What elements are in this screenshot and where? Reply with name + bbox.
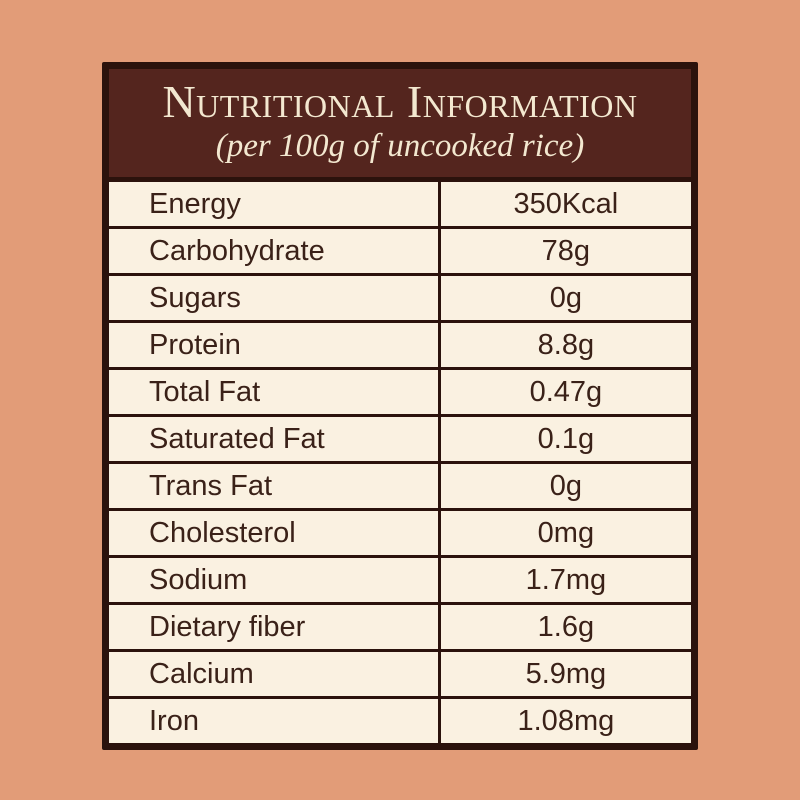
- nutrient-value: 78g: [541, 235, 591, 267]
- table-row: Cholesterol 0mg: [109, 508, 691, 555]
- nutrient-value: 1.08mg: [517, 705, 615, 737]
- nutrient-value: 0g: [549, 470, 582, 502]
- nutrient-label: Iron: [109, 699, 441, 743]
- table-row: Sugars 0g: [109, 273, 691, 320]
- nutrient-label: Carbohydrate: [109, 229, 441, 273]
- nutrition-header: Nutritional Information (per 100g of unc…: [109, 69, 691, 182]
- table-row: Iron 1.08mg: [109, 696, 691, 743]
- page-subtitle: (per 100g of uncooked rice): [215, 128, 585, 164]
- table-row: Carbohydrate 78g: [109, 226, 691, 273]
- nutrient-label: Total Fat: [109, 370, 441, 414]
- table-row: Saturated Fat 0.1g: [109, 414, 691, 461]
- nutrient-label: Dietary fiber: [109, 605, 441, 649]
- nutrient-value: 8.8g: [537, 329, 595, 361]
- nutrient-label: Cholesterol: [109, 511, 441, 555]
- nutrient-label: Sugars: [109, 276, 441, 320]
- nutrient-value: 5.9mg: [525, 658, 607, 690]
- nutrient-label: Energy: [109, 182, 441, 226]
- table-row: Energy 350Kcal: [109, 182, 691, 226]
- nutrient-value: 0mg: [537, 517, 595, 549]
- table-row: Trans Fat 0g: [109, 461, 691, 508]
- table-row: Calcium 5.9mg: [109, 649, 691, 696]
- nutrient-value: 0g: [549, 282, 582, 314]
- nutrient-label: Protein: [109, 323, 441, 367]
- nutrient-value: 350Kcal: [513, 188, 619, 220]
- nutrient-label: Saturated Fat: [109, 417, 441, 461]
- nutrient-value: 1.6g: [537, 611, 595, 643]
- table-row: Sodium 1.7mg: [109, 555, 691, 602]
- table-row: Dietary fiber 1.6g: [109, 602, 691, 649]
- page-title: Nutritional Information: [162, 76, 638, 127]
- nutrient-label: Sodium: [109, 558, 441, 602]
- table-row: Total Fat 0.47g: [109, 367, 691, 414]
- nutrient-value: 1.7mg: [525, 564, 607, 596]
- nutrient-label: Calcium: [109, 652, 441, 696]
- nutrient-value: 0.47g: [529, 376, 603, 408]
- nutrient-label: Trans Fat: [109, 464, 441, 508]
- nutrient-value: 0.1g: [537, 423, 595, 455]
- nutrition-label-card: Nutritional Information (per 100g of unc…: [102, 62, 698, 750]
- nutrition-table: Energy 350Kcal Carbohydrate 78g Sugars 0…: [109, 182, 691, 743]
- table-row: Protein 8.8g: [109, 320, 691, 367]
